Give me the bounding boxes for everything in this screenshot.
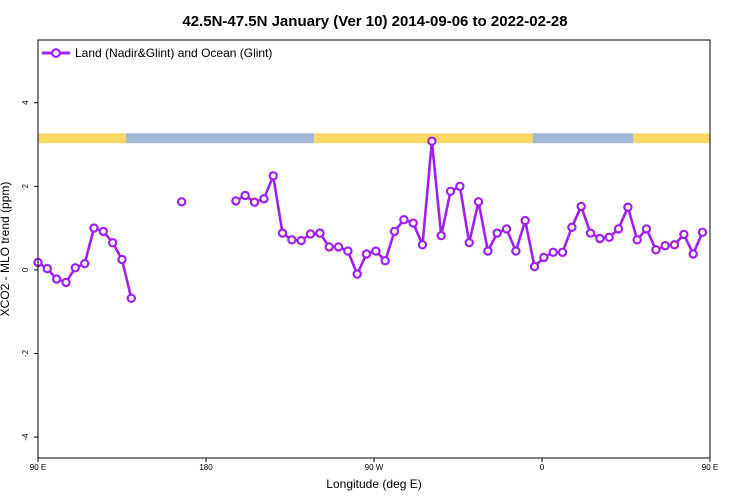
x-tick-label: 0 [540,463,545,472]
land-ocean-strip [38,133,710,144]
data-point [408,218,418,228]
legend-entry-label: Land (Nadir&Glint) and Ocean (Glint) [75,46,272,60]
data-point [669,240,680,250]
data-point [333,242,344,252]
data-point [389,226,400,237]
data-point [268,171,278,181]
y-axis-label: XCO2 - MLO trend (ppm) [0,182,12,317]
data-point [52,274,62,284]
data-point [79,258,90,269]
data-point [651,245,661,255]
series-points [33,136,708,303]
data-point [42,263,53,274]
strip-land-2 [314,133,533,144]
data-point [548,247,558,257]
strip-ocean-1 [125,133,315,144]
data-point [240,190,250,201]
data-point [539,252,549,263]
data-point [324,242,334,252]
data-point [70,263,81,273]
data-point [231,196,241,206]
strip-land-0 [38,133,126,144]
data-point [371,246,381,256]
data-point [632,235,642,245]
data-point [576,201,586,212]
data-point [679,229,689,240]
y-axis-ticks: -4 -2 0 2 4 [21,100,38,441]
data-point [445,186,456,196]
data-point [399,214,409,225]
y-tick-label: 2 [21,184,30,189]
data-point [604,232,614,242]
data-point [277,228,288,238]
strip-ocean-3 [532,133,634,144]
y-tick-label: -2 [21,349,30,357]
data-point [501,224,512,234]
y-tick-label: 0 [21,267,30,272]
data-point [436,230,446,241]
data-point [126,293,137,303]
data-point [417,240,428,250]
data-point [343,246,353,256]
legend-marker-icon [51,48,61,58]
data-point [117,254,127,265]
x-tick-label: 180 [199,463,213,472]
data-point [567,222,577,232]
chart-title: 42.5N-47.5N January (Ver 10) 2014-09-06 … [182,13,567,30]
data-point [305,229,316,239]
y-tick-label: 4 [21,100,30,105]
data-point [287,235,297,245]
data-point [492,228,502,238]
data-point [176,197,187,207]
data-point [688,249,698,259]
data-point [98,226,109,237]
x-axis-label: Longitude (deg E) [326,477,421,491]
x-tick-label: 90 W [365,463,384,472]
data-point [520,215,530,226]
data-point [259,194,269,204]
data-point [427,136,437,146]
legend: Land (Nadir&Glint) and Ocean (Glint) [42,46,272,60]
data-point [361,249,372,259]
data-point [641,224,652,234]
y-tick-label: -4 [21,433,30,441]
data-point [89,223,99,233]
data-point [107,237,118,248]
data-point [464,237,474,248]
x-tick-label: 90 E [30,463,46,472]
data-point [585,228,596,238]
data-point [380,256,390,266]
data-point [529,261,540,272]
data-point [296,235,306,246]
data-point [511,246,521,256]
data-point [61,277,71,288]
data-point [557,247,568,257]
data-point [455,181,465,191]
data-point [660,240,670,251]
data-point [483,246,493,256]
data-point [623,202,633,212]
data-point [613,224,624,234]
data-point [697,227,708,237]
data-point [595,233,605,244]
data-point [352,269,362,279]
x-tick-label: 90 E [702,463,718,472]
data-point [473,197,484,207]
data-point [315,228,325,238]
data-point [249,197,260,207]
x-axis-ticks: 90 E 180 90 W 0 90 E [30,458,718,472]
strip-land-4 [633,133,710,144]
